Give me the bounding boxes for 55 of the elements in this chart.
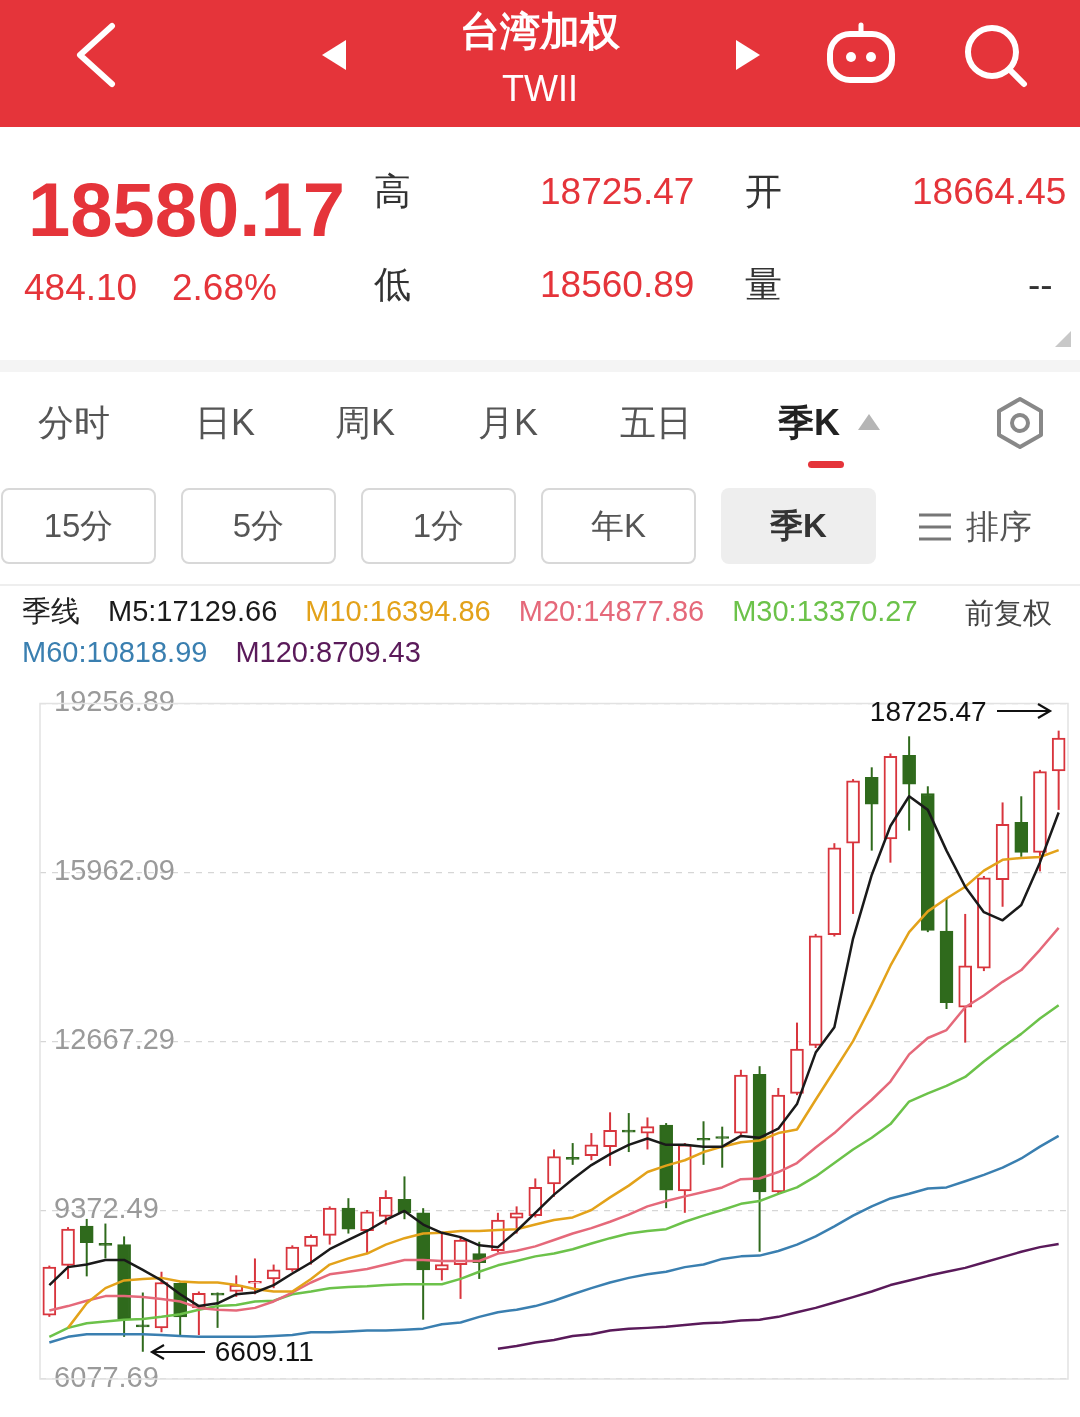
- text: 五日: [620, 401, 692, 445]
- candlestick: [640, 1116, 655, 1151]
- text: M5:17129.66: [108, 594, 278, 629]
- candlestick: [603, 1111, 617, 1167]
- text: 分时: [38, 401, 110, 445]
- text: 2.68%: [172, 265, 277, 310]
- candlestick: [696, 1120, 711, 1166]
- candlestick: [98, 1222, 113, 1260]
- tab-button: 季K: [721, 488, 876, 564]
- candlestick: [715, 1125, 730, 1169]
- y-tick-label: 9372.49: [54, 1192, 159, 1225]
- text: M60:10818.99: [22, 634, 208, 670]
- candlestick: [79, 1217, 94, 1278]
- candlestick: [547, 1148, 561, 1198]
- candlestick: [322, 1205, 337, 1246]
- y-tick-label: 19256.89: [54, 685, 175, 718]
- text: 18725.47: [540, 169, 695, 214]
- candlestick: [565, 1142, 580, 1166]
- tab-button: 年K: [541, 488, 696, 564]
- legend-title: 季线: [22, 594, 80, 629]
- candlestick: [509, 1205, 524, 1235]
- text: 周K: [335, 401, 396, 445]
- text: 18664.45: [912, 169, 1067, 214]
- text: M30:13370.27: [732, 594, 918, 629]
- text: 高: [374, 169, 411, 214]
- y-tick-label: 12667.29: [54, 1023, 175, 1056]
- y-tick-label: 6077.69: [54, 1361, 159, 1393]
- text: 日K: [195, 401, 256, 445]
- chart-title: 台湾加权: [459, 8, 621, 55]
- annotation: 6609.11: [214, 1334, 314, 1369]
- candlestick: [341, 1197, 356, 1235]
- text: 18560.89: [540, 262, 695, 307]
- text: --: [1028, 262, 1053, 307]
- text: 18580.17: [28, 166, 345, 255]
- text: 季K: [778, 401, 840, 445]
- text: 前复权: [965, 595, 1052, 631]
- candlestick: [864, 766, 879, 852]
- text: 量: [745, 262, 782, 307]
- candlestick: [435, 1232, 449, 1282]
- candlestick: [285, 1244, 300, 1273]
- candlestick: [304, 1233, 318, 1266]
- tab-button: 1分: [361, 488, 516, 564]
- tab-button: 5分: [181, 488, 336, 564]
- annotation: 18725.47: [869, 694, 987, 729]
- text: 开: [745, 169, 782, 214]
- text: M10:16394.86: [305, 594, 491, 629]
- text: 484.10: [24, 265, 138, 310]
- text: 低: [374, 262, 411, 307]
- text: 月K: [478, 401, 539, 445]
- text: M120:8709.43: [235, 634, 421, 670]
- y-tick-label: 15962.09: [54, 854, 175, 887]
- tab-button: 15分: [1, 488, 156, 564]
- text: M20:14877.86: [518, 594, 705, 629]
- chart-subtitle: TWII: [501, 68, 579, 110]
- text: 排序: [966, 507, 1032, 547]
